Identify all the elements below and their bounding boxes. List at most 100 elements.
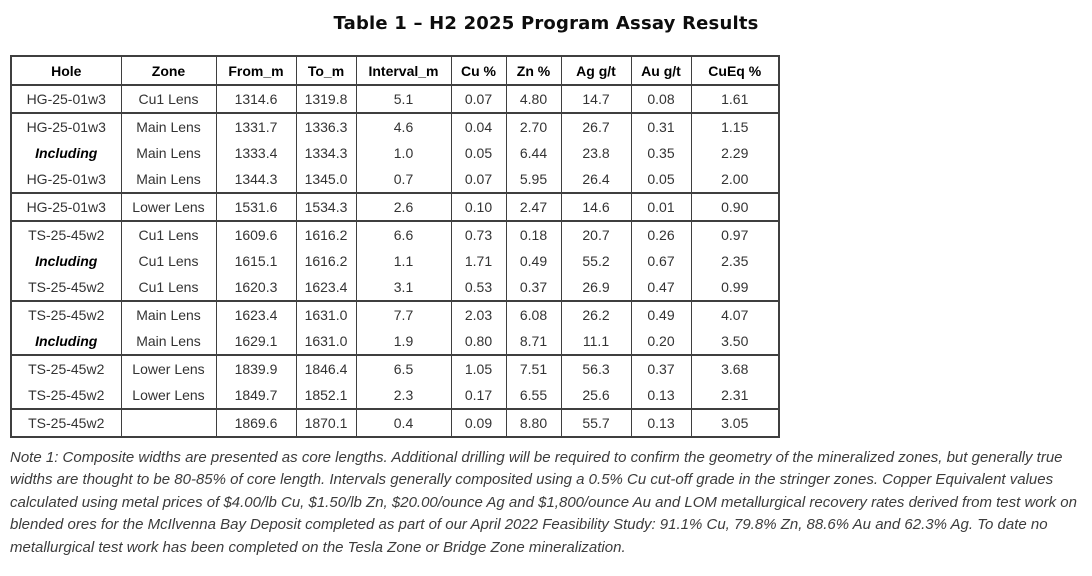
table-row: TS-25-45w2 Lower Lens 1849.7 1852.1 2.3 0.17 6…	[10, 382, 780, 409]
cell-ag: 55.2	[560, 248, 632, 274]
cell-cu: 0.09	[450, 408, 507, 437]
column-header-ag: Ag g/t	[560, 56, 632, 86]
cell-to: 1631.0	[295, 328, 357, 355]
cell-zn: 7.51	[505, 354, 562, 382]
cell-interval: 3.1	[355, 274, 452, 301]
cell-au: 0.01	[630, 192, 692, 221]
cell-hole: TS-25-45w2	[10, 274, 122, 301]
cell-zn: 6.08	[505, 300, 562, 328]
cell-zn: 2.70	[505, 112, 562, 140]
cell-cueq: 2.35	[690, 248, 780, 274]
table-row: TS-25-45w2 Lower Lens 1839.9 1846.4 6.5 1.05 7…	[10, 354, 780, 382]
table-row: TS-25-45w2 Cu1 Lens 1609.6 1616.2 6.6 0.73 0.1…	[10, 220, 780, 248]
cell-zn: 4.80	[505, 85, 562, 113]
cell-cueq: 4.07	[690, 300, 780, 328]
cell-zone: Cu1 Lens	[120, 248, 217, 274]
cell-ag: 25.6	[560, 382, 632, 409]
table-row: HG-25-01w3 Cu1 Lens 1314.6 1319.8 5.1 0.07 4.8…	[10, 85, 780, 113]
column-header-zone: Zone	[120, 56, 217, 86]
cell-hole: HG-25-01w3	[10, 192, 122, 221]
cell-to: 1319.8	[295, 85, 357, 113]
cell-interval: 1.9	[355, 328, 452, 355]
cell-au: 0.13	[630, 382, 692, 409]
cell-interval: 6.6	[355, 220, 452, 248]
column-header-hole: Hole	[10, 56, 122, 86]
cell-au: 0.37	[630, 354, 692, 382]
cell-zone: Cu1 Lens	[120, 274, 217, 301]
table-row: HG-25-01w3 Lower Lens 1531.6 1534.3 2.6 0.10 2…	[10, 192, 780, 221]
cell-cu: 0.17	[450, 382, 507, 409]
cell-zn: 0.37	[505, 274, 562, 301]
cell-cu: 0.07	[450, 85, 507, 113]
cell-zone: Lower Lens	[120, 382, 217, 409]
table-row: HG-25-01w3 Main Lens 1344.3 1345.0 0.7 0.07 5.…	[10, 166, 780, 193]
cell-cueq: 0.99	[690, 274, 780, 301]
cell-to: 1631.0	[295, 300, 357, 328]
cell-ag: 11.1	[560, 328, 632, 355]
column-header-interval: Interval_m	[355, 56, 452, 86]
cell-cueq: 1.15	[690, 112, 780, 140]
cell-zone: Main Lens	[120, 112, 217, 140]
cell-hole: TS-25-45w2	[10, 354, 122, 382]
column-header-to: To_m	[295, 56, 357, 86]
cell-ag: 55.7	[560, 408, 632, 437]
assay-table-body: HG-25-01w3 Cu1 Lens 1314.6 1319.8 5.1 0.07 4.8…	[10, 85, 780, 437]
cell-zone: Main Lens	[120, 166, 217, 193]
cell-to: 1616.2	[295, 220, 357, 248]
cell-cueq: 3.68	[690, 354, 780, 382]
cell-ag: 20.7	[560, 220, 632, 248]
cell-cu: 0.53	[450, 274, 507, 301]
cell-au: 0.20	[630, 328, 692, 355]
cell-au: 0.47	[630, 274, 692, 301]
table-row: Including Cu1 Lens 1615.1 1616.2 1.1 1.71 0.49…	[10, 248, 780, 274]
cell-zone: Main Lens	[120, 300, 217, 328]
column-header-cueq: CuEq %	[690, 56, 780, 86]
table-row: HG-25-01w3 Main Lens 1331.7 1336.3 4.6 0.04 2.…	[10, 112, 780, 140]
cell-zn: 0.49	[505, 248, 562, 274]
cell-au: 0.31	[630, 112, 692, 140]
cell-interval: 1.0	[355, 140, 452, 166]
cell-from: 1344.3	[215, 166, 297, 193]
cell-ag: 26.9	[560, 274, 632, 301]
cell-hole: TS-25-45w2	[10, 408, 122, 437]
cell-to: 1334.3	[295, 140, 357, 166]
cell-from: 1331.7	[215, 112, 297, 140]
cell-to: 1846.4	[295, 354, 357, 382]
cell-hole: HG-25-01w3	[10, 112, 122, 140]
cell-to: 1534.3	[295, 192, 357, 221]
cell-zn: 8.71	[505, 328, 562, 355]
cell-zn: 2.47	[505, 192, 562, 221]
cell-hole: TS-25-45w2	[10, 220, 122, 248]
cell-cueq: 0.97	[690, 220, 780, 248]
cell-from: 1314.6	[215, 85, 297, 113]
cell-hole: TS-25-45w2	[10, 382, 122, 409]
cell-to: 1623.4	[295, 274, 357, 301]
cell-au: 0.35	[630, 140, 692, 166]
cell-from: 1333.4	[215, 140, 297, 166]
cell-ag: 14.7	[560, 85, 632, 113]
cell-cu: 0.07	[450, 166, 507, 193]
cell-interval: 1.1	[355, 248, 452, 274]
cell-cueq: 3.05	[690, 408, 780, 437]
cell-from: 1839.9	[215, 354, 297, 382]
cell-cu: 0.10	[450, 192, 507, 221]
cell-zn: 6.55	[505, 382, 562, 409]
cell-ag: 23.8	[560, 140, 632, 166]
cell-to: 1616.2	[295, 248, 357, 274]
cell-zone: Main Lens	[120, 328, 217, 355]
cell-au: 0.13	[630, 408, 692, 437]
cell-cu: 0.80	[450, 328, 507, 355]
cell-ag: 56.3	[560, 354, 632, 382]
cell-from: 1531.6	[215, 192, 297, 221]
cell-from: 1849.7	[215, 382, 297, 409]
cell-au: 0.05	[630, 166, 692, 193]
cell-interval: 5.1	[355, 85, 452, 113]
cell-au: 0.49	[630, 300, 692, 328]
cell-ag: 26.4	[560, 166, 632, 193]
column-header-au: Au g/t	[630, 56, 692, 86]
cell-cu: 0.04	[450, 112, 507, 140]
cell-hole: Including	[10, 248, 122, 274]
cell-interval: 0.7	[355, 166, 452, 193]
footnote: Note 1: Composite widths are presented a…	[10, 449, 1077, 556]
